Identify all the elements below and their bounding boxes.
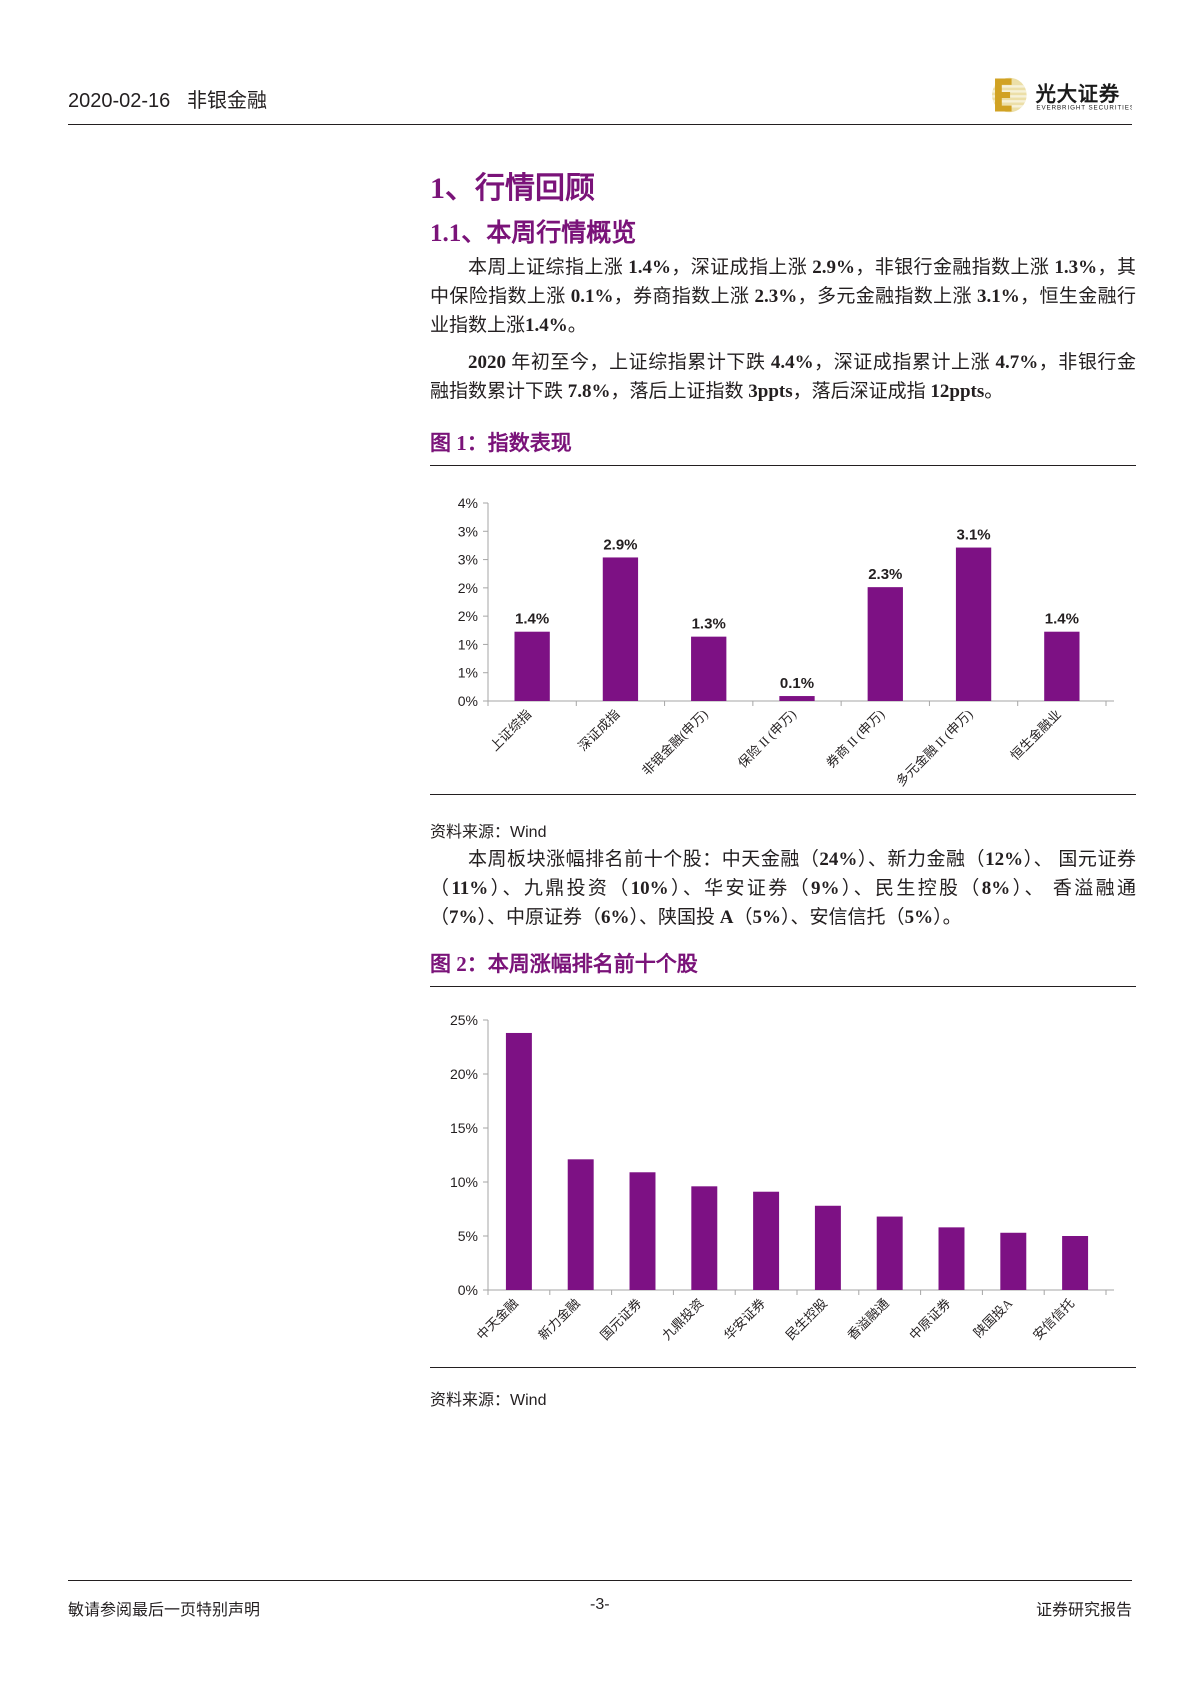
svg-text:1.4%: 1.4%	[1045, 611, 1079, 628]
svg-text:4%: 4%	[458, 495, 478, 511]
svg-text:20%: 20%	[450, 1066, 478, 1082]
svg-text:10%: 10%	[450, 1174, 478, 1190]
svg-text:安信信托: 安信信托	[1030, 1296, 1077, 1343]
svg-text:0%: 0%	[458, 693, 478, 709]
svg-text:1%: 1%	[458, 636, 478, 652]
svg-text:2%: 2%	[458, 608, 478, 624]
svg-text:中原证券: 中原证券	[906, 1296, 953, 1343]
svg-text:3%: 3%	[458, 523, 478, 539]
svg-text:2.3%: 2.3%	[868, 566, 902, 583]
svg-text:上证综指: 上证综指	[487, 707, 534, 754]
svg-text:2.9%: 2.9%	[603, 536, 637, 553]
svg-text:1.4%: 1.4%	[515, 611, 549, 628]
svg-text:华安证券: 华安证券	[721, 1296, 768, 1343]
svg-text:九鼎投资: 九鼎投资	[659, 1296, 706, 1343]
svg-text:2%: 2%	[458, 580, 478, 596]
svg-text:中天金融: 中天金融	[474, 1296, 521, 1343]
svg-text:国元证券: 国元证券	[597, 1296, 644, 1343]
svg-text:民生控股: 民生控股	[783, 1296, 830, 1343]
svg-text:0.1%: 0.1%	[780, 675, 814, 692]
svg-text:3%: 3%	[458, 552, 478, 568]
svg-text:25%: 25%	[450, 1012, 478, 1028]
svg-text:券商 II (申万): 券商 II (申万)	[823, 707, 887, 771]
svg-text:EVERBRIGHT SECURITIES: EVERBRIGHT SECURITIES	[1036, 104, 1132, 111]
svg-text:1.3%: 1.3%	[692, 616, 726, 633]
svg-text:新力金融: 新力金融	[535, 1296, 582, 1343]
svg-text:香溢融通: 香溢融通	[844, 1296, 891, 1343]
svg-text:多元金融 II (申万): 多元金融 II (申万)	[893, 707, 976, 790]
svg-text:深证成指: 深证成指	[575, 707, 622, 754]
svg-text:0%: 0%	[458, 1282, 478, 1298]
svg-text:3.1%: 3.1%	[956, 527, 990, 544]
svg-text:陕国投A: 陕国投A	[971, 1295, 1016, 1340]
svg-text:5%: 5%	[458, 1228, 478, 1244]
svg-text:1%: 1%	[458, 665, 478, 681]
svg-text:光大证券: 光大证券	[1035, 82, 1120, 106]
svg-text:15%: 15%	[450, 1120, 478, 1136]
svg-text:保险 II (申万): 保险 II (申万)	[735, 707, 799, 771]
svg-text:恒生金融业: 恒生金融业	[1007, 707, 1064, 764]
svg-text:非银金融(申万): 非银金融(申万)	[639, 707, 711, 779]
